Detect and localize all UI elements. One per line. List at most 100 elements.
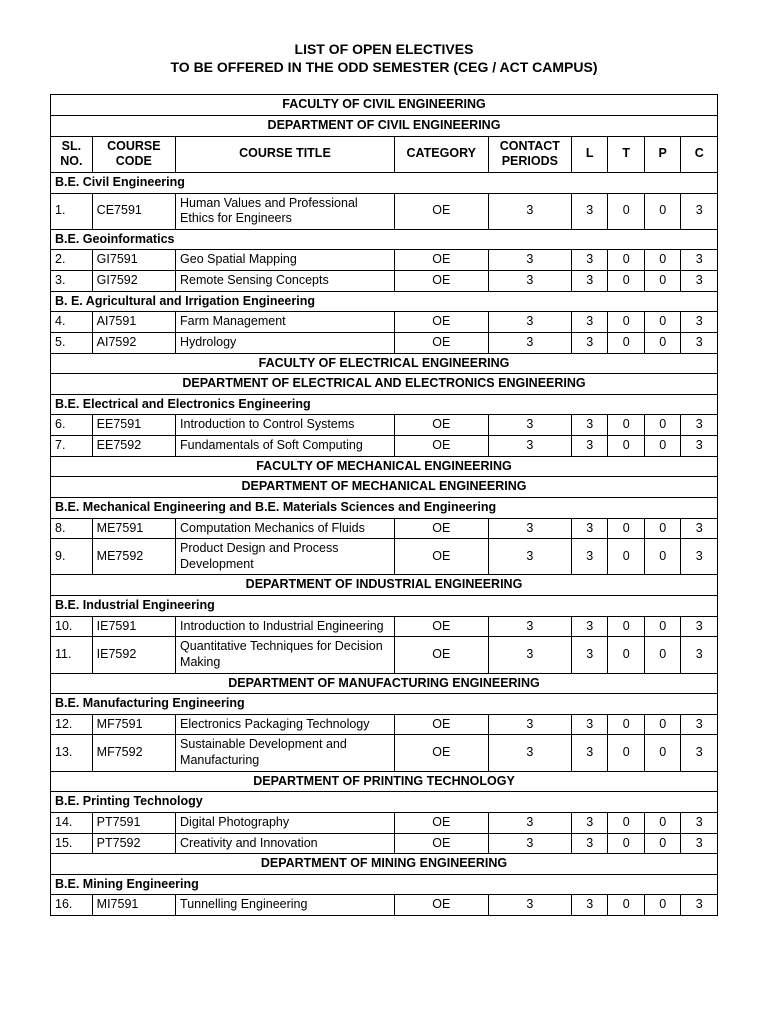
cell-l: 3 — [572, 415, 608, 436]
page-title: LIST OF OPEN ELECTIVES TO BE OFFERED IN … — [50, 40, 718, 76]
cell-title: Introduction to Control Systems — [176, 415, 395, 436]
cell-l: 3 — [572, 436, 608, 457]
cell-c: 3 — [681, 250, 718, 271]
cell-cat: OE — [394, 415, 488, 436]
cell-title: Digital Photography — [176, 812, 395, 833]
section-header: DEPARTMENT OF CIVIL ENGINEERING — [51, 116, 718, 137]
table-row: DEPARTMENT OF MECHANICAL ENGINEERING — [51, 477, 718, 498]
cell-sl: 7. — [51, 436, 93, 457]
cell-p: 0 — [644, 312, 680, 333]
cell-per: 3 — [488, 193, 571, 229]
cell-per: 3 — [488, 637, 571, 673]
cell-c: 3 — [681, 193, 718, 229]
program-header: B. E. Agricultural and Irrigation Engine… — [51, 291, 718, 312]
table-row: FACULTY OF ELECTRICAL ENGINEERING — [51, 353, 718, 374]
cell-c: 3 — [681, 436, 718, 457]
cell-l: 3 — [572, 616, 608, 637]
cell-c: 3 — [681, 332, 718, 353]
table-row: DEPARTMENT OF PRINTING TECHNOLOGY — [51, 771, 718, 792]
cell-c: 3 — [681, 312, 718, 333]
cell-c: 3 — [681, 637, 718, 673]
cell-p: 0 — [644, 833, 680, 854]
table-row: 14.PT7591Digital PhotographyOE33003 — [51, 812, 718, 833]
cell-code: GI7591 — [92, 250, 175, 271]
program-header: B.E. Printing Technology — [51, 792, 718, 813]
cell-c: 3 — [681, 415, 718, 436]
table-row: 11.IE7592Quantitative Techniques for Dec… — [51, 637, 718, 673]
table-row: 5.AI7592HydrologyOE33003 — [51, 332, 718, 353]
cell-code: PT7592 — [92, 833, 175, 854]
cell-title: Electronics Packaging Technology — [176, 714, 395, 735]
col-header-periods: CONTACT PERIODS — [488, 136, 571, 172]
col-header-p: P — [644, 136, 680, 172]
section-header: FACULTY OF CIVIL ENGINEERING — [51, 95, 718, 116]
cell-t: 0 — [608, 539, 644, 575]
table-row: DEPARTMENT OF MINING ENGINEERING — [51, 854, 718, 875]
section-header: DEPARTMENT OF MANUFACTURING ENGINEERING — [51, 673, 718, 694]
cell-per: 3 — [488, 271, 571, 292]
cell-t: 0 — [608, 812, 644, 833]
cell-t: 0 — [608, 332, 644, 353]
cell-per: 3 — [488, 436, 571, 457]
cell-code: ME7592 — [92, 539, 175, 575]
cell-t: 0 — [608, 833, 644, 854]
cell-p: 0 — [644, 271, 680, 292]
section-header: DEPARTMENT OF PRINTING TECHNOLOGY — [51, 771, 718, 792]
table-row: 7.EE7592Fundamentals of Soft ComputingOE… — [51, 436, 718, 457]
cell-cat: OE — [394, 735, 488, 771]
electives-table: FACULTY OF CIVIL ENGINEERINGDEPARTMENT O… — [50, 94, 718, 916]
section-header: DEPARTMENT OF INDUSTRIAL ENGINEERING — [51, 575, 718, 596]
col-header-cat: CATEGORY — [394, 136, 488, 172]
cell-code: EE7592 — [92, 436, 175, 457]
cell-c: 3 — [681, 714, 718, 735]
col-header-l: L — [572, 136, 608, 172]
cell-title: Creativity and Innovation — [176, 833, 395, 854]
cell-p: 0 — [644, 616, 680, 637]
cell-cat: OE — [394, 539, 488, 575]
table-row: 9.ME7592Product Design and Process Devel… — [51, 539, 718, 575]
table-row: B.E. Electrical and Electronics Engineer… — [51, 394, 718, 415]
cell-per: 3 — [488, 332, 571, 353]
cell-sl: 6. — [51, 415, 93, 436]
table-row: B.E. Civil Engineering — [51, 172, 718, 193]
cell-c: 3 — [681, 735, 718, 771]
cell-sl: 10. — [51, 616, 93, 637]
cell-t: 0 — [608, 271, 644, 292]
cell-l: 3 — [572, 312, 608, 333]
title-line2: TO BE OFFERED IN THE ODD SEMESTER (CEG /… — [50, 58, 718, 76]
table-row: DEPARTMENT OF ELECTRICAL AND ELECTRONICS… — [51, 374, 718, 395]
cell-title: Tunnelling Engineering — [176, 895, 395, 916]
cell-code: CE7591 — [92, 193, 175, 229]
table-row: DEPARTMENT OF INDUSTRIAL ENGINEERING — [51, 575, 718, 596]
table-row: 15.PT7592Creativity and InnovationOE3300… — [51, 833, 718, 854]
cell-l: 3 — [572, 518, 608, 539]
cell-code: IE7592 — [92, 637, 175, 673]
cell-p: 0 — [644, 332, 680, 353]
cell-cat: OE — [394, 312, 488, 333]
cell-t: 0 — [608, 637, 644, 673]
cell-sl: 1. — [51, 193, 93, 229]
table-row: DEPARTMENT OF CIVIL ENGINEERING — [51, 116, 718, 137]
cell-l: 3 — [572, 193, 608, 229]
cell-c: 3 — [681, 271, 718, 292]
cell-p: 0 — [644, 436, 680, 457]
cell-code: GI7592 — [92, 271, 175, 292]
cell-cat: OE — [394, 714, 488, 735]
table-row: SL. NO.COURSE CODECOURSE TITLECATEGORYCO… — [51, 136, 718, 172]
cell-p: 0 — [644, 539, 680, 575]
cell-code: MF7591 — [92, 714, 175, 735]
table-row: B.E. Printing Technology — [51, 792, 718, 813]
cell-code: AI7591 — [92, 312, 175, 333]
cell-sl: 14. — [51, 812, 93, 833]
table-row: 1.CE7591Human Values and Professional Et… — [51, 193, 718, 229]
program-header: B.E. Mining Engineering — [51, 874, 718, 895]
cell-sl: 11. — [51, 637, 93, 673]
section-header: DEPARTMENT OF MINING ENGINEERING — [51, 854, 718, 875]
cell-sl: 15. — [51, 833, 93, 854]
cell-sl: 4. — [51, 312, 93, 333]
cell-sl: 16. — [51, 895, 93, 916]
cell-title: Geo Spatial Mapping — [176, 250, 395, 271]
cell-p: 0 — [644, 518, 680, 539]
cell-sl: 2. — [51, 250, 93, 271]
cell-l: 3 — [572, 812, 608, 833]
